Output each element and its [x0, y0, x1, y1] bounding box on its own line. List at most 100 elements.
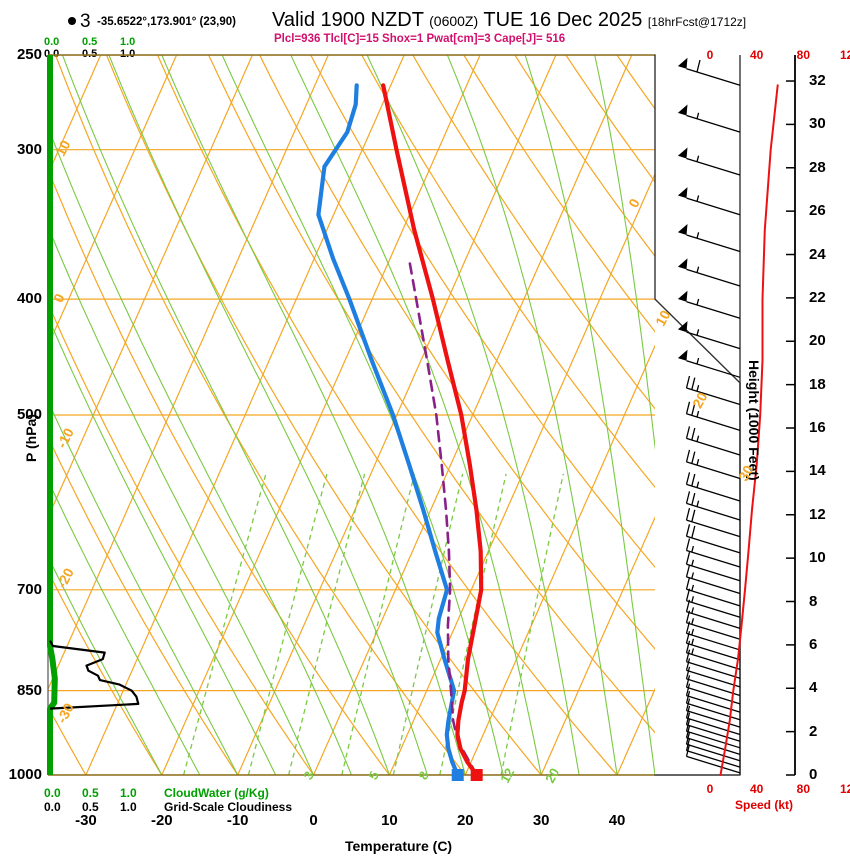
valid-time-main: Valid 1900 NZDT: [272, 9, 424, 31]
wind-barb-shaft: [686, 678, 741, 697]
wind-barb-full: [685, 631, 691, 644]
cloudwater-legend-label: CloudWater (g/Kg): [164, 786, 269, 800]
saturated-adiabat-line: [221, 55, 504, 775]
height-tick-label: 32: [809, 72, 826, 90]
wind-barb-full: [685, 538, 691, 551]
valid-time-header: Valid 1900 NZDT (0600Z) TUE 16 Dec 2025 …: [272, 9, 746, 32]
cloudiness-legend: 0.0 0.5 1.0 Grid-Scale Cloudiness: [44, 800, 292, 814]
wind-barb-shaft: [686, 157, 741, 176]
dry-adiabat-line: [48, 301, 315, 775]
wind-barb-full: [685, 658, 691, 671]
legend-value: 1.0: [120, 786, 137, 800]
wind-barb-shaft: [686, 387, 741, 406]
speed-tick-label-bottom: 80: [796, 782, 810, 796]
legend-value: 0.0: [44, 800, 61, 814]
wind-barb-full: [685, 401, 691, 414]
height-tick-label: 4: [809, 679, 818, 697]
isotherm-line: [237, 55, 557, 775]
dewpoint-surface-marker: [451, 769, 464, 781]
isotherm-line: [48, 55, 253, 520]
wind-barb-shaft: [686, 331, 741, 350]
dry-adiabat-line: [361, 55, 655, 489]
wind-barb-full: [685, 640, 691, 653]
wind-barb-shaft: [686, 114, 741, 133]
wind-barb-full: [685, 666, 691, 680]
temperature-curve: [381, 83, 484, 778]
dry-adiabat-line: [48, 168, 390, 775]
wind-barb-full: [685, 588, 691, 601]
speed-tick-label-bottom: 120: [839, 782, 850, 796]
height-tick-label: 14: [809, 462, 826, 480]
wind-barb-shaft: [686, 437, 741, 456]
wind-barb-shaft: [686, 68, 741, 86]
wind-barb-full: [691, 473, 696, 487]
temperature-tick-label: -20: [150, 812, 173, 829]
isotherm-line: [464, 344, 655, 775]
wind-barb-shaft: [686, 642, 741, 661]
wind-barb-shaft: [686, 724, 741, 742]
height-tick-label: 0: [809, 766, 818, 783]
wind-barb-pennant: [677, 104, 688, 116]
speed-tick-label-bottom: 40: [749, 782, 764, 796]
wind-barb-shaft: [686, 743, 741, 762]
wind-barb-pennant: [677, 187, 688, 199]
wind-barb-half: [691, 572, 695, 579]
wind-barb-full: [685, 738, 691, 751]
wind-barb-half: [691, 607, 695, 614]
forecast-tag: [18hrFcst@1712z]: [647, 15, 747, 29]
wind-barb-half: [691, 628, 695, 636]
dry-adiabat-line: [48, 435, 239, 775]
isotherm-line: [48, 55, 178, 348]
dry-adiabat-line: [259, 55, 655, 650]
isotherm-line: [48, 55, 329, 691]
wind-barb-half: [696, 435, 700, 442]
cloudiness-legend-label: Grid-Scale Cloudiness: [164, 800, 293, 814]
temperature-tick-label: -30: [75, 812, 97, 829]
wind-barb-full: [685, 524, 691, 537]
wind-barb-full: [691, 451, 696, 464]
wind-barb-half: [696, 298, 700, 306]
pressure-tick-label: 250: [16, 46, 42, 63]
speed-tick-label-top: 40: [749, 48, 764, 62]
wind-barb-shaft: [686, 576, 741, 595]
wind-barb-half: [691, 584, 695, 592]
scale-value: 0.0: [44, 36, 60, 48]
wind-barb-half: [696, 195, 700, 202]
isotherm-line: [161, 55, 481, 775]
wind-barb-shaft: [686, 632, 741, 651]
mixing-ratio-line: [287, 473, 366, 775]
temperature-tick-label: 10: [381, 812, 398, 829]
wind-barb-pennant: [677, 147, 688, 159]
wind-barb-half: [696, 329, 700, 336]
scale-value: 0.5: [82, 36, 98, 48]
pressure-tick-label: 400: [16, 290, 42, 308]
height-tick-label: 12: [809, 505, 826, 523]
wind-barb-shaft: [686, 737, 741, 755]
dry-adiabat-line: [463, 55, 655, 333]
mixing-ratio-line: [341, 473, 416, 775]
wind-barb-group: [677, 57, 741, 774]
pressure-tick-label: 700: [16, 580, 42, 598]
wind-barb-pennant: [677, 224, 688, 235]
wind-barb-shaft: [686, 413, 741, 431]
scale-value: 1.0: [120, 36, 136, 48]
wind-barb-full: [685, 472, 691, 485]
mixing-ratio-line: [182, 473, 267, 775]
saturated-adiabat-line: [594, 55, 655, 451]
wind-barb-shaft: [686, 588, 741, 607]
saturated-adiabat-line: [108, 55, 428, 775]
wind-barb-half: [691, 618, 695, 625]
height-tick-label: 8: [809, 592, 818, 610]
wind-barb-shaft: [686, 360, 741, 378]
legend-value: 0.5: [82, 800, 99, 814]
legend-value: 0.0: [44, 786, 61, 800]
isotherm-line: [388, 172, 655, 775]
wind-barb-shaft: [686, 749, 741, 768]
wind-barb-half: [696, 481, 700, 488]
isotherm-line: [540, 516, 655, 775]
temperature-surface-marker: [470, 769, 483, 781]
speed-tick-label-top: 120: [839, 48, 850, 62]
height-tick-label: 10: [809, 549, 826, 567]
station-dot-icon: [68, 17, 76, 25]
pressure-tick-label: 500: [16, 406, 42, 423]
